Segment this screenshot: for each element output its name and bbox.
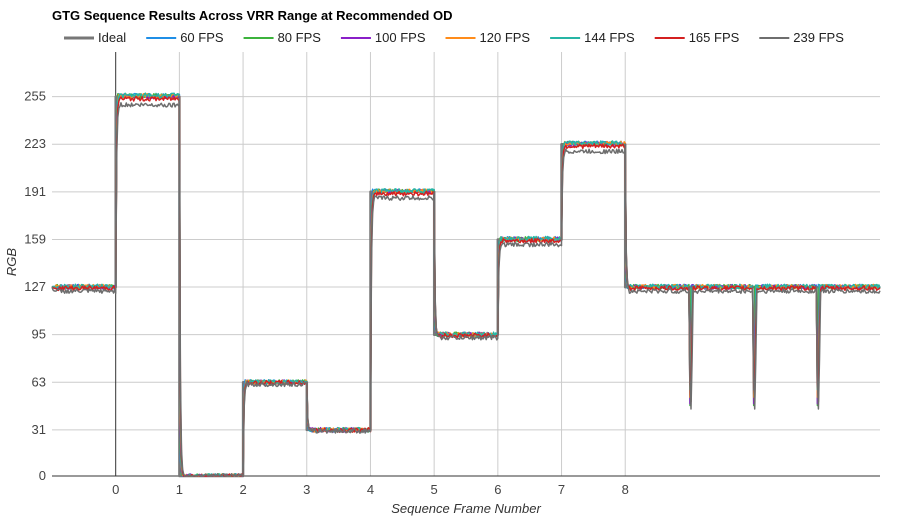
x-tick-label: 1 bbox=[176, 482, 183, 497]
y-axis-label: RGB bbox=[4, 248, 19, 277]
x-tick-label: 8 bbox=[622, 482, 629, 497]
legend-label: 239 FPS bbox=[793, 30, 844, 45]
legend-label: 144 FPS bbox=[584, 30, 635, 45]
legend-item[interactable]: 60 FPS bbox=[146, 30, 224, 45]
legend-item[interactable]: 144 FPS bbox=[550, 30, 635, 45]
series-layer bbox=[51, 92, 881, 478]
y-tick-label: 223 bbox=[24, 136, 46, 151]
legend-item[interactable]: 239 FPS bbox=[759, 30, 844, 45]
x-tick-label: 0 bbox=[112, 482, 119, 497]
chart-title: GTG Sequence Results Across VRR Range at… bbox=[52, 8, 452, 23]
legend-label: 100 FPS bbox=[375, 30, 426, 45]
series-line-144-fps bbox=[51, 92, 881, 477]
legend-item[interactable]: 120 FPS bbox=[445, 30, 531, 45]
legend-label: 80 FPS bbox=[278, 30, 322, 45]
legend-item[interactable]: 165 FPS bbox=[654, 30, 740, 45]
legend-item[interactable]: 80 FPS bbox=[243, 30, 322, 45]
x-tick-label: 4 bbox=[367, 482, 374, 497]
legend-label: 60 FPS bbox=[180, 30, 224, 45]
legend-item[interactable]: 100 FPS bbox=[340, 30, 426, 45]
legend-item[interactable]: Ideal bbox=[64, 30, 126, 45]
legend: Ideal 60 FPS 80 FPS 100 FPS 120 FPS 144 FPS 16… bbox=[64, 30, 844, 45]
y-tick-label: 159 bbox=[24, 231, 46, 246]
y-axis-ticks: 0 31 63 95 127 159 191 223 255 bbox=[24, 89, 46, 483]
legend-label: Ideal bbox=[98, 30, 126, 45]
x-tick-label: 7 bbox=[558, 482, 565, 497]
x-tick-label: 6 bbox=[494, 482, 501, 497]
y-tick-label: 255 bbox=[24, 89, 46, 104]
x-tick-label: 5 bbox=[431, 482, 438, 497]
legend-label: 165 FPS bbox=[689, 30, 740, 45]
y-tick-label: 31 bbox=[32, 422, 46, 437]
y-tick-label: 63 bbox=[32, 374, 46, 389]
legend-label: 120 FPS bbox=[480, 30, 531, 45]
x-tick-label: 3 bbox=[303, 482, 310, 497]
y-tick-label: 95 bbox=[32, 327, 46, 342]
series-line-239-fps bbox=[51, 95, 881, 477]
x-axis-ticks: 0 1 2 3 4 5 6 7 8 bbox=[112, 482, 629, 497]
x-tick-label: 2 bbox=[239, 482, 246, 497]
grid-lines bbox=[52, 52, 880, 477]
x-axis-label: Sequence Frame Number bbox=[391, 501, 541, 516]
y-tick-label: 191 bbox=[24, 184, 46, 199]
y-tick-label: 0 bbox=[39, 468, 46, 483]
y-tick-label: 127 bbox=[24, 279, 46, 294]
